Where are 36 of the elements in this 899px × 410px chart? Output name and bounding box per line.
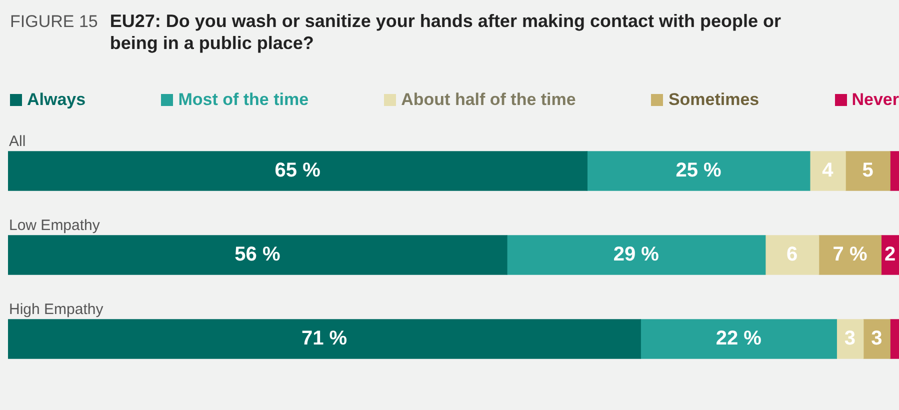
data-label: 3 [871, 328, 882, 350]
bar [845, 151, 890, 191]
legend-label: Always [27, 90, 86, 109]
bar [506, 235, 766, 275]
data-label: 3 [844, 328, 856, 350]
bar [586, 151, 810, 191]
bar [890, 151, 899, 191]
bar [863, 319, 890, 359]
data-label: 29 % [613, 244, 660, 266]
caption: FIGURE 15 [10, 11, 98, 33]
data-label: 2 [884, 244, 896, 266]
data-label: 7 % [832, 244, 868, 266]
legend-label: Never [852, 90, 899, 109]
bar [765, 235, 820, 275]
data-label: 22 % [716, 328, 762, 350]
data-label: 25 % [676, 160, 722, 182]
legend-label: Most of the time [178, 90, 309, 109]
data-label: 56 % [234, 244, 280, 266]
bar [8, 151, 588, 191]
data-label: 65 % [274, 160, 321, 182]
bar [640, 319, 837, 359]
data-label: 71 % [302, 328, 348, 350]
y-tick-label: All [9, 133, 26, 150]
data-label: 6 [786, 244, 798, 266]
data-label: 4 [822, 160, 834, 182]
bar [8, 235, 508, 275]
bar [890, 319, 899, 359]
legend-label: Sometimes [668, 90, 760, 109]
y-tick-label: High Empathy [9, 301, 104, 318]
bar [818, 235, 882, 275]
data-label: 5 [862, 160, 874, 182]
bar [810, 151, 846, 191]
chart-title: EU27: Do you wash or sanitize your hands after making contact with people or being in a public place? [110, 10, 782, 54]
legend-label: About half of the time [401, 90, 576, 109]
y-tick-label: Low Empathy [9, 217, 100, 234]
bar [8, 319, 641, 359]
